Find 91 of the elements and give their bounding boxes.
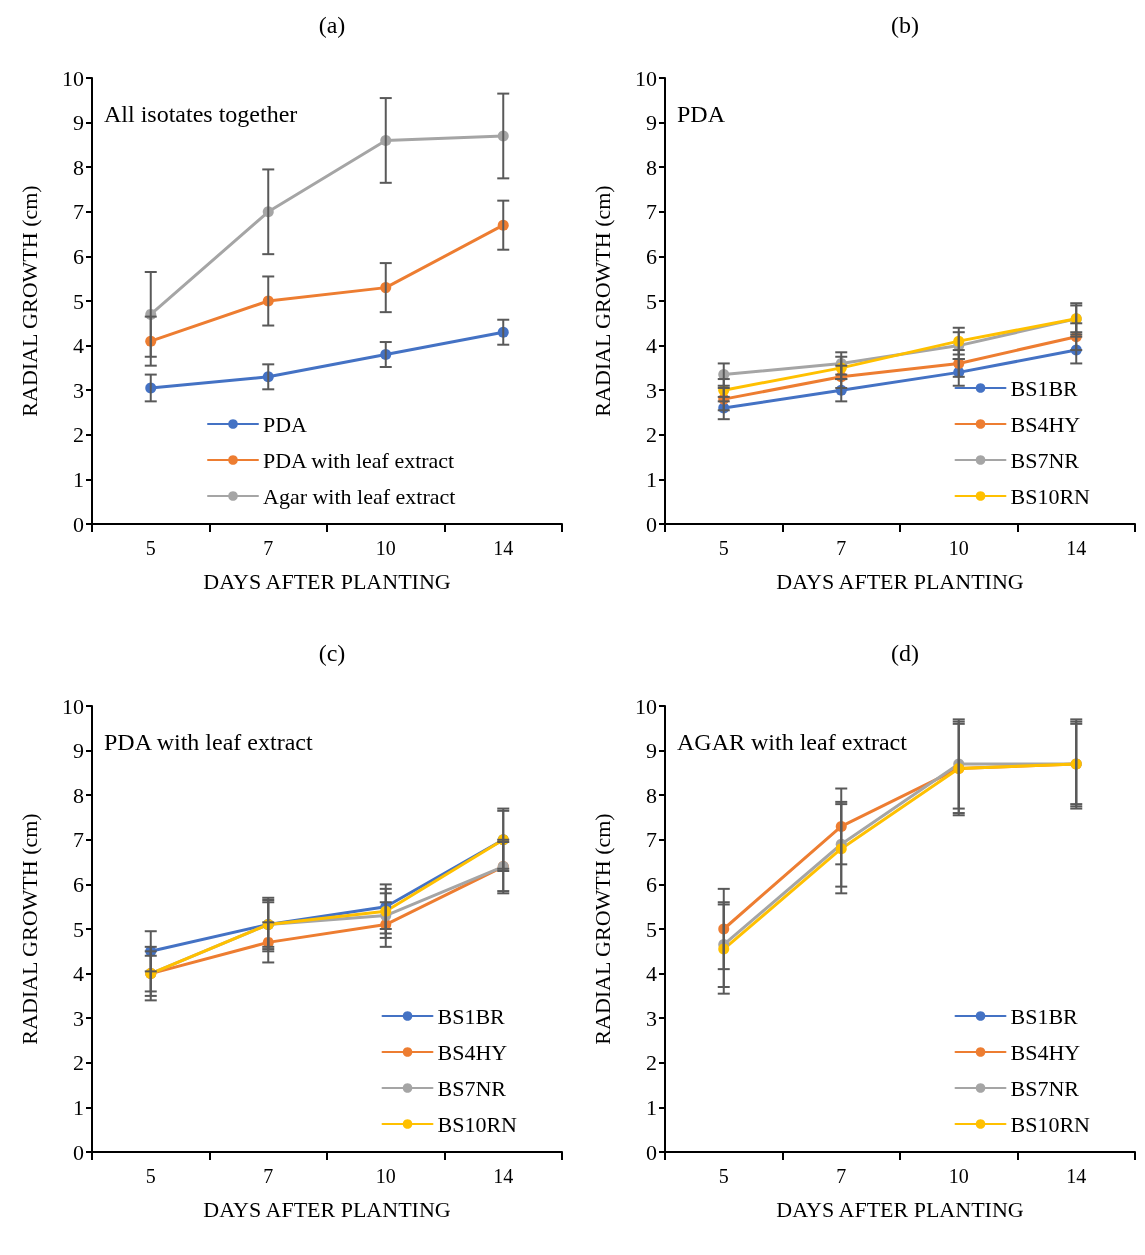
x-tick-label: 10: [948, 1165, 969, 1187]
legend-label: BS7NR: [1010, 1075, 1080, 1101]
x-tick-label: 10: [375, 1165, 396, 1187]
legend-label: PDA: [263, 411, 308, 437]
y-tick-label: 0: [646, 1139, 657, 1165]
y-tick-label: 8: [73, 782, 84, 808]
y-tick-label: 4: [73, 961, 84, 987]
y-tick-label: 8: [73, 154, 84, 180]
y-tick-label: 3: [73, 377, 84, 403]
legend-label: BS7NR: [437, 1075, 507, 1101]
x-tick-label: 14: [1066, 1165, 1087, 1187]
y-tick-label: 0: [73, 511, 84, 537]
y-tick-label: 4: [73, 333, 84, 359]
y-tick-label: 2: [646, 1050, 657, 1076]
legend-label: BS4HY: [1010, 1039, 1081, 1065]
x-tick-label: 7: [263, 1165, 274, 1187]
x-tick-label: 5: [718, 537, 729, 559]
y-axis-title: RADIAL GROWTH (cm): [16, 813, 42, 1045]
y-tick-label: 3: [646, 377, 657, 403]
y-tick-label: 5: [646, 288, 657, 314]
annotation: All isotates together: [104, 101, 298, 127]
chart-title: (a): [318, 12, 346, 38]
annotation: AGAR with leaf extract: [677, 729, 908, 755]
y-tick-label: 2: [646, 422, 657, 448]
y-tick-label: 9: [73, 110, 84, 136]
y-tick-label: 6: [646, 871, 657, 897]
x-tick-label: 14: [493, 1165, 514, 1187]
y-tick-label: 2: [73, 1050, 84, 1076]
y-tick-label: 1: [646, 466, 657, 492]
x-tick-label: 14: [1066, 537, 1087, 559]
y-tick-label: 0: [73, 1139, 84, 1165]
legend-label: Agar with leaf extract: [263, 483, 456, 509]
y-tick-label: 2: [73, 422, 84, 448]
x-tick-label: 5: [145, 1165, 156, 1187]
y-tick-label: 6: [73, 243, 84, 269]
legend-label: BS1BR: [1010, 1003, 1079, 1029]
legend-label: BS1BR: [437, 1003, 506, 1029]
chart-title: (d): [891, 640, 919, 666]
y-tick-label: 1: [73, 466, 84, 492]
y-tick-label: 5: [73, 288, 84, 314]
x-tick-label: 5: [718, 1165, 729, 1187]
x-tick-label: 14: [493, 537, 514, 559]
y-tick-label: 5: [646, 916, 657, 942]
legend-label: BS4HY: [1010, 411, 1081, 437]
y-tick-label: 1: [646, 1094, 657, 1120]
legend-label: PDA with leaf extract: [263, 447, 455, 473]
chart-title: (c): [318, 640, 346, 666]
y-tick-label: 7: [73, 827, 84, 853]
y-tick-label: 3: [73, 1005, 84, 1031]
y-tick-label: 6: [646, 243, 657, 269]
x-tick-label: 10: [948, 537, 969, 559]
y-tick-label: 10: [635, 65, 657, 91]
y-tick-label: 9: [646, 738, 657, 764]
legend-label: BS10RN: [1010, 1111, 1091, 1137]
y-tick-label: 7: [646, 199, 657, 225]
y-tick-label: 4: [646, 961, 657, 987]
y-tick-label: 7: [73, 199, 84, 225]
x-tick-label: 10: [375, 537, 396, 559]
y-axis-title: RADIAL GROWTH (cm): [16, 185, 42, 417]
x-tick-label: 5: [145, 537, 156, 559]
y-axis-title: RADIAL GROWTH (cm): [589, 813, 615, 1045]
x-tick-label: 7: [836, 1165, 847, 1187]
y-tick-label: 4: [646, 333, 657, 359]
annotation: PDA: [677, 101, 726, 127]
legend-label: BS7NR: [1010, 447, 1080, 473]
y-axis-title: RADIAL GROWTH (cm): [589, 185, 615, 417]
x-tick-label: 7: [263, 537, 274, 559]
legend-label: BS1BR: [1010, 375, 1079, 401]
legend-label: BS10RN: [437, 1111, 518, 1137]
legend-label: BS4HY: [437, 1039, 508, 1065]
x-axis-title: DAYS AFTER PLANTING: [776, 568, 1024, 594]
y-tick-label: 8: [646, 154, 657, 180]
y-tick-label: 0: [646, 511, 657, 537]
chart-title: (b): [891, 12, 919, 38]
annotation: PDA with leaf extract: [104, 729, 313, 755]
legend-label: BS10RN: [1010, 483, 1091, 509]
y-tick-label: 9: [646, 110, 657, 136]
y-tick-label: 9: [73, 738, 84, 764]
x-axis-title: DAYS AFTER PLANTING: [776, 1196, 1024, 1222]
y-tick-label: 7: [646, 827, 657, 853]
y-tick-label: 8: [646, 782, 657, 808]
x-axis-title: DAYS AFTER PLANTING: [203, 1196, 451, 1222]
y-tick-label: 10: [62, 693, 84, 719]
y-tick-label: 10: [62, 65, 84, 91]
x-axis-title: DAYS AFTER PLANTING: [203, 568, 451, 594]
y-tick-label: 6: [73, 871, 84, 897]
y-tick-label: 10: [635, 693, 657, 719]
x-tick-label: 7: [836, 537, 847, 559]
y-tick-label: 1: [73, 1094, 84, 1120]
y-tick-label: 3: [646, 1005, 657, 1031]
y-tick-label: 5: [73, 916, 84, 942]
